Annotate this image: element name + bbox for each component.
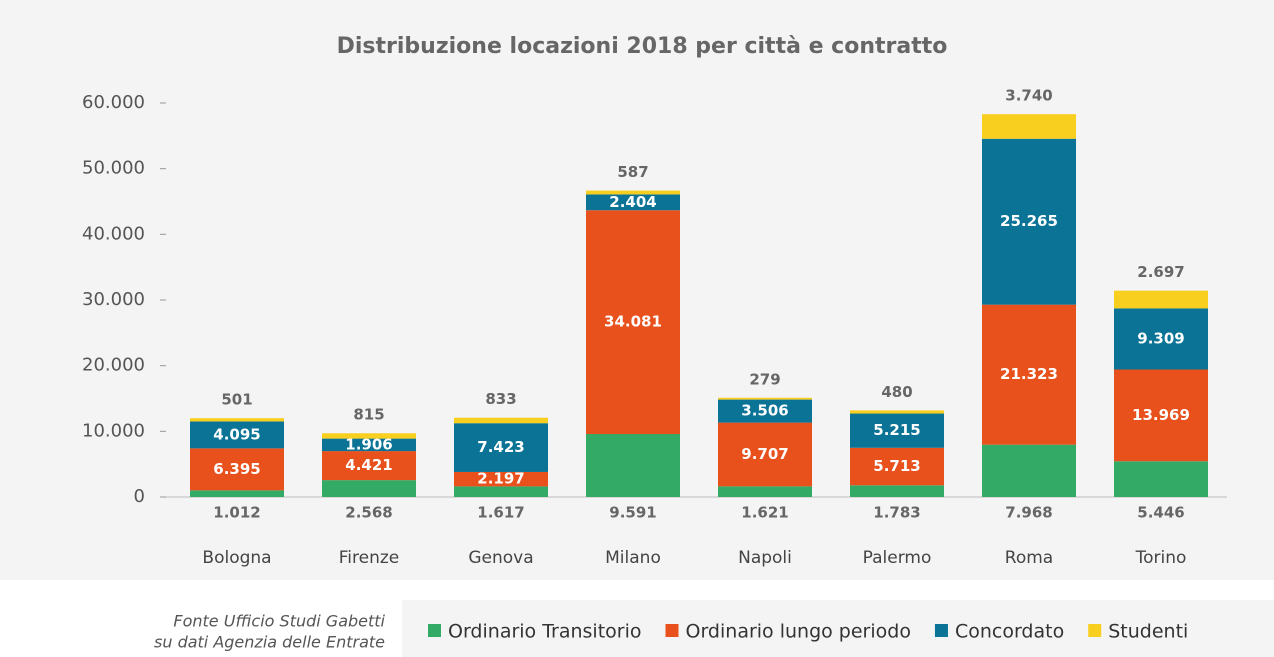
x-tick-label: Milano xyxy=(605,548,661,568)
data-label: 5.713 xyxy=(873,457,920,475)
legend-label: Ordinario lungo periodo xyxy=(686,621,911,643)
data-label: 1.617 xyxy=(477,504,524,522)
bar-segment xyxy=(1114,290,1208,309)
bar-segment xyxy=(850,410,944,414)
x-tick-label: Napoli xyxy=(738,548,792,568)
bar-segment xyxy=(190,421,284,449)
bar-segment xyxy=(454,486,548,497)
bar-segment xyxy=(982,114,1076,139)
bar-segment xyxy=(850,413,944,448)
data-label: 9.309 xyxy=(1137,329,1184,347)
data-label: 833 xyxy=(485,390,516,408)
bar-segment xyxy=(454,471,548,487)
data-label: 279 xyxy=(749,370,780,388)
bar-segment xyxy=(586,210,680,435)
legend-label: Ordinario Transitorio xyxy=(448,621,642,643)
legend-swatch xyxy=(934,624,948,637)
data-label: 1.012 xyxy=(213,504,260,522)
bar-segment xyxy=(322,433,416,439)
y-tick-label: 60.000 xyxy=(82,92,145,113)
bar-segment xyxy=(1114,308,1208,370)
data-label: 501 xyxy=(221,391,252,409)
data-label: 815 xyxy=(353,406,384,424)
x-tick-label: Firenze xyxy=(339,548,400,568)
data-label: 13.969 xyxy=(1132,406,1190,424)
bar-segment xyxy=(190,490,284,497)
data-label: 6.395 xyxy=(213,460,260,478)
data-label: 4.095 xyxy=(213,425,260,443)
x-tick-label: Roma xyxy=(1005,548,1053,568)
bar-segment xyxy=(586,190,680,195)
y-tick-label: 20.000 xyxy=(82,355,145,376)
y-tick-label: 0 xyxy=(134,486,145,507)
x-tick-label: Torino xyxy=(1135,548,1187,568)
data-label: 7.423 xyxy=(477,438,524,456)
data-label: 2.697 xyxy=(1137,263,1184,281)
bar-segment xyxy=(190,448,284,491)
bar-segment xyxy=(322,438,416,452)
y-tick-label: 10.000 xyxy=(82,420,145,441)
data-label: 1.783 xyxy=(873,504,920,522)
data-label: 3.740 xyxy=(1005,87,1052,105)
bar-segment xyxy=(850,447,944,486)
bar-segment xyxy=(982,304,1076,445)
data-label: 5.446 xyxy=(1137,504,1184,522)
bar-segment xyxy=(586,194,680,211)
bar-segment xyxy=(718,397,812,400)
bar-segment xyxy=(982,444,1076,497)
source: su dati Agenzia delle Entrate xyxy=(154,633,385,652)
data-label: 4.421 xyxy=(345,456,392,474)
data-label: 2.568 xyxy=(345,504,392,522)
data-label: 9.707 xyxy=(741,445,788,463)
bar-segment xyxy=(982,138,1076,305)
bar-segment xyxy=(718,486,812,497)
bar-segment xyxy=(322,480,416,497)
bar-segment xyxy=(322,451,416,481)
legend-label: Concordato xyxy=(955,621,1064,643)
bar-segment xyxy=(718,399,812,423)
bar-segment xyxy=(718,422,812,487)
data-label: 9.591 xyxy=(609,504,656,522)
data-label: 1.906 xyxy=(345,435,392,453)
data-label: 2.197 xyxy=(477,470,524,488)
data-label: 25.265 xyxy=(1000,212,1058,230)
bar-segment xyxy=(850,485,944,497)
data-label: 3.506 xyxy=(741,402,788,420)
data-label: 34.081 xyxy=(604,313,662,331)
legend-swatch xyxy=(665,624,679,637)
data-label: 7.968 xyxy=(1005,504,1052,522)
y-tick-label: 30.000 xyxy=(82,289,145,310)
legend-swatch xyxy=(428,624,441,637)
y-tick-label: 50.000 xyxy=(82,158,145,179)
legend-swatch xyxy=(1088,624,1102,637)
bar-segment xyxy=(1114,461,1208,497)
x-tick-label: Palermo xyxy=(863,548,932,568)
data-label: 587 xyxy=(617,163,648,181)
data-label: 21.323 xyxy=(1000,365,1058,383)
bar-segment xyxy=(1114,369,1208,462)
data-label: 1.621 xyxy=(741,504,788,522)
x-tick-label: Bologna xyxy=(202,548,271,568)
data-label: 5.215 xyxy=(873,421,920,439)
data-label: 2.404 xyxy=(609,193,656,211)
legend-background xyxy=(402,600,1274,657)
bar-segment xyxy=(190,418,284,422)
x-tick-label: Genova xyxy=(468,548,533,568)
source: Fonte Ufficio Studi Gabetti xyxy=(173,612,385,631)
data-label: 480 xyxy=(881,383,912,401)
bar-segment xyxy=(454,423,548,472)
bar-segment xyxy=(454,417,548,424)
bar-segment xyxy=(586,434,680,497)
chart-title: Distribuzione locazioni 2018 per città e… xyxy=(337,34,948,59)
y-tick-label: 40.000 xyxy=(82,223,145,244)
legend-label: Studenti xyxy=(1108,621,1188,643)
